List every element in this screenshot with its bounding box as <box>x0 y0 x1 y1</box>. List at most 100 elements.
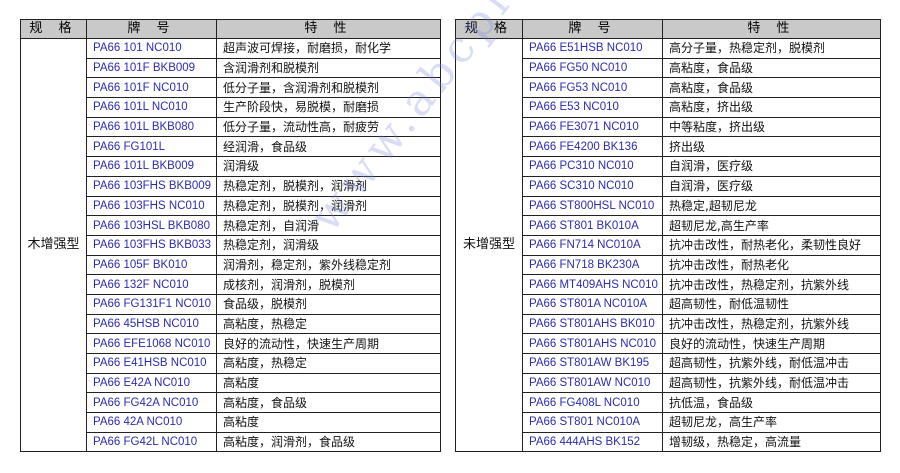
property-cell: 自润滑，医疗级 <box>662 156 881 177</box>
table-row: PA66 101L NC010 生产阶段快，易脱模，耐磨损 <box>21 97 441 118</box>
table-header: 规 格 牌 号 特 性 <box>20 19 441 39</box>
brand-cell: PA66 FG42L NC010 <box>86 431 217 453</box>
brand-cell: PA66 103FHS BKB033 <box>86 234 217 256</box>
property-cell: 热稳定剂，脱模剂，润滑剂 <box>216 175 441 197</box>
table-row: PA66 FG101L 经润滑，食品级 <box>21 136 441 158</box>
header-property: 特 性 <box>216 19 441 39</box>
brand-cell: PA66 FG50 NC010 <box>522 57 663 79</box>
property-cell: 润滑级 <box>216 156 441 177</box>
property-cell: 高粘度，润滑剂，食品级 <box>216 431 441 453</box>
property-cell: 超声波可焊接，耐磨损，耐化学 <box>216 38 441 59</box>
brand-cell: PA66 E53 NC010 <box>522 97 663 118</box>
table-header: 规 格 牌 号 特 性 <box>455 19 881 39</box>
property-cell: 超高韧性，抗紫外线，耐低温冲击 <box>662 353 881 374</box>
brand-cell: PA66 E42A NC010 <box>86 372 217 394</box>
property-cell: 超韧尼龙，高生产率 <box>662 412 881 433</box>
property-cell: 热稳定剂，脱模剂，润滑剂 <box>216 195 441 217</box>
brand-cell: PA66 ST801AHS BK010 <box>522 313 663 335</box>
property-cell: 高粘度，热稳定 <box>216 313 441 335</box>
brand-cell: PA66 FN718 BK230A <box>522 254 663 276</box>
header-spec: 规 格 <box>455 19 523 39</box>
table-row: PA66 ST801AW NC010 超高韧性，抗紫外线，耐低温冲击 <box>456 372 881 394</box>
brand-cell: PA66 ST801AW BK195 <box>522 353 663 374</box>
property-cell: 增韧级，热稳定，高流量 <box>662 431 881 453</box>
property-cell: 高粘度 <box>216 412 441 433</box>
property-cell: 中等粘度，挤出级 <box>662 116 881 138</box>
brand-cell: PA66 SC310 NC010 <box>522 175 663 197</box>
brand-cell: PA66 FE4200 BK136 <box>522 136 663 158</box>
left-product-table: 规 格 牌 号 特 性 木增强型 PA66 101 NC010 超声波可焊接，耐磨损… <box>20 19 441 453</box>
brand-cell: PA66 PC310 NC010 <box>522 156 663 177</box>
brand-cell: PA66 ST801AW NC010 <box>522 372 663 394</box>
brand-cell: PA66 103HSL BKB080 <box>86 215 217 236</box>
brand-cell: PA66 101F NC010 <box>86 77 217 99</box>
spec-cell: 木增强型 <box>20 37 87 453</box>
brand-cell: PA66 101L BKB080 <box>86 116 217 138</box>
brand-cell: PA66 ST801 NC010A <box>522 412 663 433</box>
property-cell: 润滑剂，稳定剂，紫外线稳定剂 <box>216 254 441 276</box>
property-cell: 低分子量，含润滑剂和脱模剂 <box>216 77 441 99</box>
property-cell: 自润滑，医疗级 <box>662 175 881 197</box>
property-cell: 热稳定剂，自润滑 <box>216 215 441 236</box>
table-row: 未增强型 PA66 E51HSB NC010 高分子量，热稳定剂，脱模剂 <box>455 37 881 453</box>
brand-cell: PA66 FG53 NC010 <box>522 77 663 99</box>
table-row: PA66 ST800HSL NC010 热稳定,超韧尼龙 <box>456 195 881 217</box>
brand-cell: PA66 E41HSB NC010 <box>86 353 217 374</box>
brand-cell: PA66 444AHS BK152 <box>522 431 663 453</box>
table-row: PA66 103FHS BKB033 热稳定剂，润滑级 <box>21 234 441 256</box>
header-property: 特 性 <box>662 19 881 39</box>
property-cell: 抗冲击改性，耐热老化，柔韧性良好 <box>662 234 881 256</box>
brand-cell: PA66 ST800HSL NC010 <box>522 195 663 217</box>
table-row: 木增强型 PA66 101 NC010 超声波可焊接，耐磨损，耐化学 <box>20 37 441 453</box>
brand-cell: PA66 42A NC010 <box>86 412 217 433</box>
table-row: PA66 FG53 NC010 高粘度，食品级 <box>456 77 881 99</box>
brand-cell: PA66 ST801A NC010A <box>522 293 663 315</box>
property-cell: 高粘度，挤出级 <box>662 97 881 118</box>
property-cell: 挤出级 <box>662 136 881 158</box>
table-row: PA66 103HSL BKB080 热稳定剂，自润滑 <box>21 215 441 236</box>
property-cell: 高粘度 <box>216 372 441 394</box>
table-row: PA66 ST801 BK010A 超韧尼龙,高生产率 <box>456 215 881 236</box>
property-cell: 抗冲击改性，热稳定剂，抗紫外线 <box>662 313 881 335</box>
brand-cell: PA66 FG131F1 NC010 <box>86 293 217 315</box>
brand-cell: PA66 105F BK010 <box>86 254 217 276</box>
property-cell: 食品级，脱模剂 <box>216 293 441 315</box>
property-cell: 抗低温，食品级 <box>662 392 881 414</box>
table-row: PA66 42A NC010 高粘度 <box>21 412 441 433</box>
table-row: PA66 SC310 NC010 自润滑，医疗级 <box>456 175 881 197</box>
property-cell: 低分子量，流动性高，耐疲劳 <box>216 116 441 138</box>
brand-cell: PA66 101L NC010 <box>86 97 217 118</box>
table-row: PA66 103FHS BKB009 热稳定剂，脱模剂，润滑剂 <box>21 175 441 197</box>
property-cell: 超韧尼龙,高生产率 <box>662 215 881 236</box>
brand-cell: PA66 101F BKB009 <box>86 57 217 79</box>
right-product-table: 规 格 牌 号 特 性 未增强型 PA66 E51HSB NC010 高分子量，热稳… <box>455 19 881 453</box>
brand-cell: PA66 FG408L NC010 <box>522 392 663 414</box>
table-row: PA66 MT409AHS NC010 抗冲击改性，热稳定剂，抗紫外线 <box>456 274 881 295</box>
table-row: PA66 FE4200 BK136 挤出级 <box>456 136 881 158</box>
table-row: PA66 ST801AHS BK010 抗冲击改性，热稳定剂，抗紫外线 <box>456 313 881 335</box>
property-cell: 生产阶段快，易脱模，耐磨损 <box>216 97 441 118</box>
property-cell: 抗冲击改性，热稳定剂，抗紫外线 <box>662 274 881 295</box>
table-row: PA66 E42A NC010 高粘度 <box>21 372 441 394</box>
property-cell: 热稳定剂，润滑级 <box>216 234 441 256</box>
brand-cell: PA66 ST801AHS NC010 <box>522 333 663 354</box>
header-brand: 牌 号 <box>522 19 663 39</box>
brand-cell: PA66 132F NC010 <box>86 274 217 295</box>
property-cell: 抗冲击改性，耐热老化 <box>662 254 881 276</box>
table-row: PA66 105F BK010 润滑剂，稳定剂，紫外线稳定剂 <box>21 254 441 276</box>
brand-cell: PA66 FE3071 NC010 <box>522 116 663 138</box>
property-cell: 超高韧性，耐低温韧性 <box>662 293 881 315</box>
property-cell: 良好的流动性，快速生产周期 <box>216 333 441 354</box>
property-cell: 经润滑，食品级 <box>216 136 441 158</box>
table-row: PA66 FG131F1 NC010 食品级，脱模剂 <box>21 293 441 315</box>
table-row: PA66 E53 NC010 高粘度，挤出级 <box>456 97 881 118</box>
property-cell: 高粘度，食品级 <box>216 392 441 414</box>
header-brand: 牌 号 <box>86 19 217 39</box>
property-cell: 高分子量，热稳定剂，脱模剂 <box>662 38 881 59</box>
brand-cell: PA66 FG42A NC010 <box>86 392 217 414</box>
brand-cell: PA66 103FHS BKB009 <box>86 175 217 197</box>
brand-cell: PA66 MT409AHS NC010 <box>522 274 663 295</box>
table-row: PA66 FG42A NC010 高粘度，食品级 <box>21 392 441 414</box>
property-cell: 高粘度，食品级 <box>662 57 881 79</box>
brand-cell: PA66 FG101L <box>86 136 217 158</box>
